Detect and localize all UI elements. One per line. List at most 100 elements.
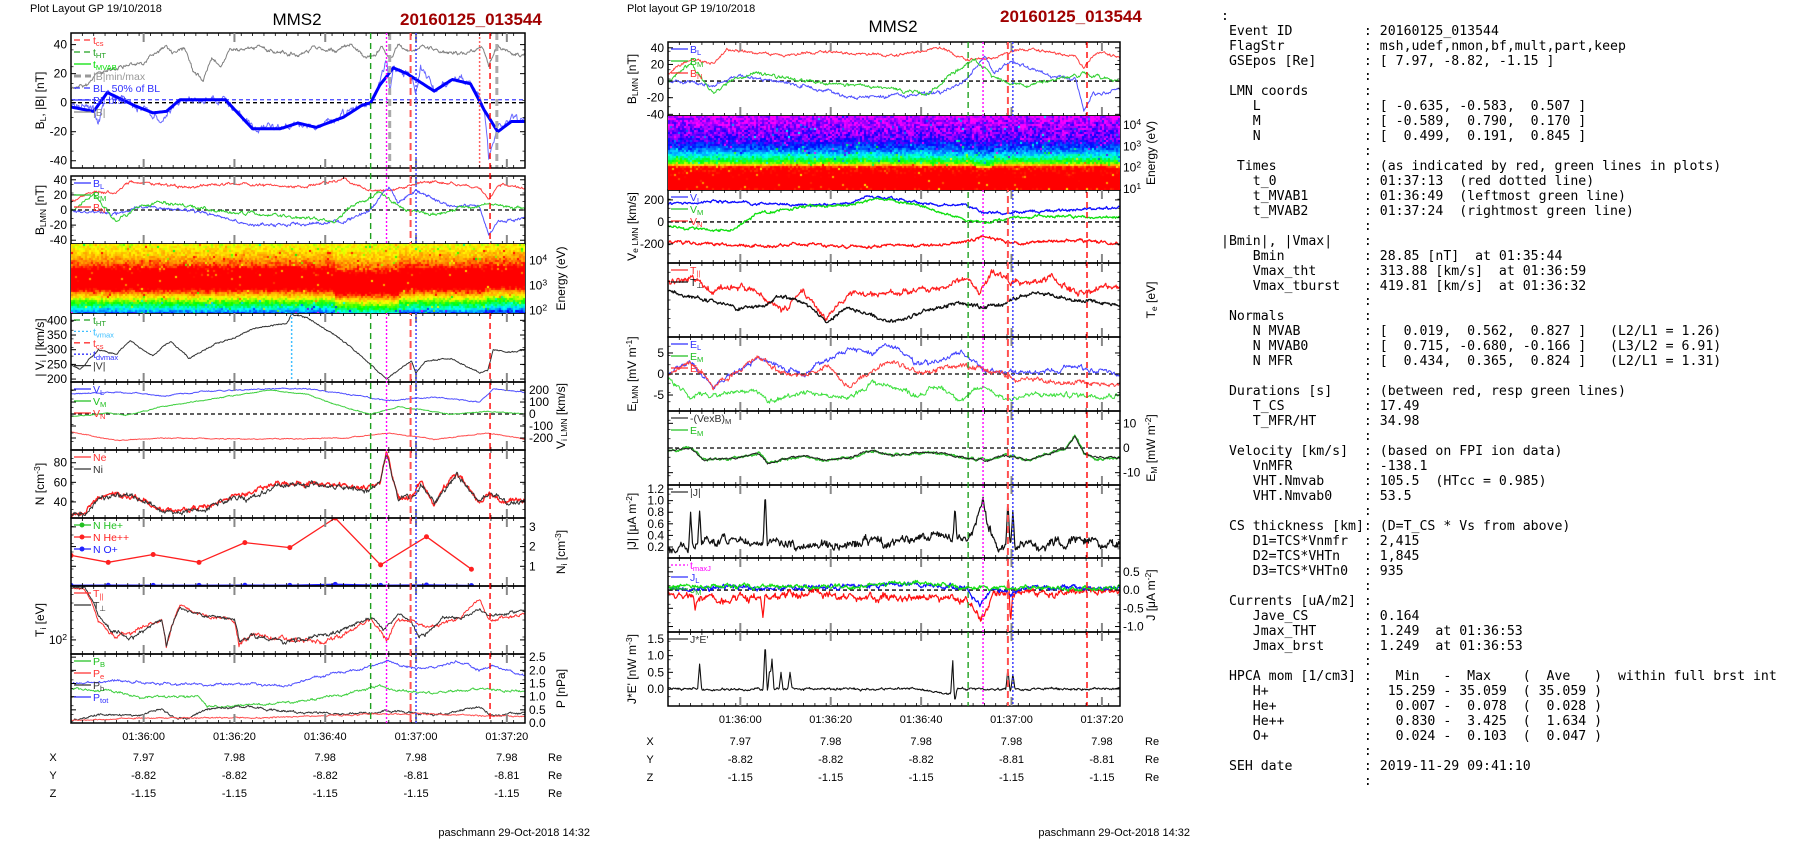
data-point (287, 545, 293, 551)
position-value: -8.82 (222, 770, 247, 782)
panel-9: 0.0 0.5 1.0 1.5 J*E' [nW m-3] J*E' (624, 631, 1121, 707)
legend-label: BN (690, 68, 702, 81)
electron-energy-spectrogram (668, 116, 1120, 190)
y-tick-label: -40 (50, 233, 68, 247)
summary-colon: : (1363, 639, 1380, 654)
legend-label: |B|min/max (93, 71, 146, 83)
data-series-line (71, 387, 525, 403)
summary-value: 17.49 (1379, 399, 1420, 414)
summary-value: Min - Max ( Ave ) within full brst int (1379, 669, 1777, 684)
summary-label: LMN coords (1221, 84, 1309, 99)
summary-colon: : (1363, 534, 1380, 549)
position-unit: Re (1145, 772, 1159, 784)
data-series-line (71, 186, 525, 236)
y-tick-label: 5 (657, 346, 664, 360)
author-footer: paschmann 29-Oct-2018 14:32 (438, 827, 590, 839)
summary-colon: : (1363, 39, 1380, 54)
y-tick-label: 102 (529, 302, 547, 317)
legend-label: BL (690, 44, 701, 57)
position-value: -8.81 (494, 770, 519, 782)
data-series-line (668, 197, 1120, 233)
summary-label: Velocity [km/s] (1221, 444, 1349, 459)
y-axis-label: Vi LMN [km/s] (554, 383, 569, 449)
y-tick-label: 102 (1123, 160, 1141, 175)
legend-label: |V| (93, 361, 105, 373)
data-series-line (71, 66, 525, 134)
summary-value: [ -0.635, -0.583, 0.507 ] (1379, 99, 1587, 114)
legend-label: T|| (690, 265, 700, 278)
summary-colon: : (1363, 219, 1380, 234)
data-series-line (668, 46, 1120, 75)
summary-label: VHT.Nmvab0 (1221, 489, 1333, 504)
summary-line: Vmax_tht: 313.88 [km/s] at 01:36:59 (1221, 264, 1777, 279)
legend-label: BN (93, 202, 105, 215)
legend-label: tMVAB (93, 59, 117, 72)
data-point (242, 540, 248, 546)
summary-colon: : (1363, 99, 1380, 114)
y-tick-label: 0.5 (529, 703, 546, 717)
summary-colon: : (1363, 339, 1380, 354)
y-axis-label: Ve LMN [km/s] (625, 192, 640, 261)
data-point (423, 582, 429, 586)
time-tick-label: 01:37:00 (395, 731, 438, 743)
legend-label: tvmax (93, 326, 114, 339)
summary-colon: : (1363, 549, 1380, 564)
y-tick-label: 10 (1123, 416, 1137, 430)
data-series-line (71, 586, 525, 647)
data-series-line (71, 684, 525, 709)
summary-label: Durations [s] (1221, 384, 1333, 399)
data-series-line (668, 649, 1120, 700)
y-tick-label: 40 (54, 495, 68, 509)
summary-value: 935 (1379, 564, 1404, 579)
data-series-line (668, 289, 1120, 324)
summary-line: N MVAB0: [ 0.715, -0.680, -0.166 ] (L3/L… (1221, 339, 1777, 354)
summary-colon: : (1363, 84, 1380, 99)
position-value: 7.98 (910, 736, 931, 748)
data-series-line (71, 455, 525, 517)
position-row-label: X (49, 752, 57, 764)
position-value: 7.98 (224, 752, 245, 764)
y-tick-label: -5 (653, 388, 664, 402)
event-id-title: 20160125_013544 (400, 10, 542, 29)
data-series-line (668, 496, 1120, 554)
y-tick-label: 40 (54, 173, 68, 187)
summary-label: Bmin (1221, 249, 1285, 264)
summary-label: FlagStr (1221, 39, 1285, 54)
position-unit: Re (548, 788, 562, 800)
summary-colon: : (1363, 459, 1380, 474)
plot-area (668, 649, 1120, 700)
y-tick-label: 60 (54, 475, 68, 489)
summary-colon: : (1363, 294, 1380, 309)
y-tick-label: 20 (54, 188, 68, 202)
summary-value: 53.5 (1379, 489, 1412, 504)
y-tick-label: 1.2 (647, 482, 664, 496)
summary-line: : (1221, 369, 1777, 384)
summary-colon: : (1363, 309, 1380, 324)
data-series-line (668, 355, 1120, 391)
plot-area (71, 518, 474, 586)
legend-label: VL (93, 384, 104, 397)
summary-label: L (1221, 99, 1261, 114)
y-tick-label: 0.5 (647, 665, 664, 679)
y-tick-label: 100 (529, 395, 549, 409)
summary-colon: : (1363, 504, 1380, 519)
summary-line: |Bmin|, |Vmax|: (1221, 234, 1777, 249)
summary-value: 34.98 (1379, 414, 1420, 429)
y-tick-label: -0.5 (1123, 601, 1144, 615)
legend-label: tdvmax (93, 349, 118, 362)
summary-line: N MFR: [ 0.434, 0.365, 0.824 ] (L2/L1 = … (1221, 354, 1777, 369)
time-tick-label: 01:36:40 (304, 731, 347, 743)
y-tick-label: 0.5 (1123, 565, 1140, 579)
data-point (378, 562, 384, 568)
legend-label: |B| (93, 107, 105, 119)
summary-line: GSEpos [Re]: [ 7.97, -8.82, -1.15 ] (1221, 54, 1777, 69)
y-tick-label: 40 (651, 41, 665, 55)
plot-area (71, 313, 525, 382)
panel-frame (70, 517, 526, 587)
legend-label: Ptot (93, 692, 109, 705)
legend-label: JM (690, 584, 702, 597)
data-point (196, 559, 202, 565)
summary-label: T_CS (1221, 399, 1285, 414)
event-id-title: 20160125_013544 (1000, 7, 1142, 26)
